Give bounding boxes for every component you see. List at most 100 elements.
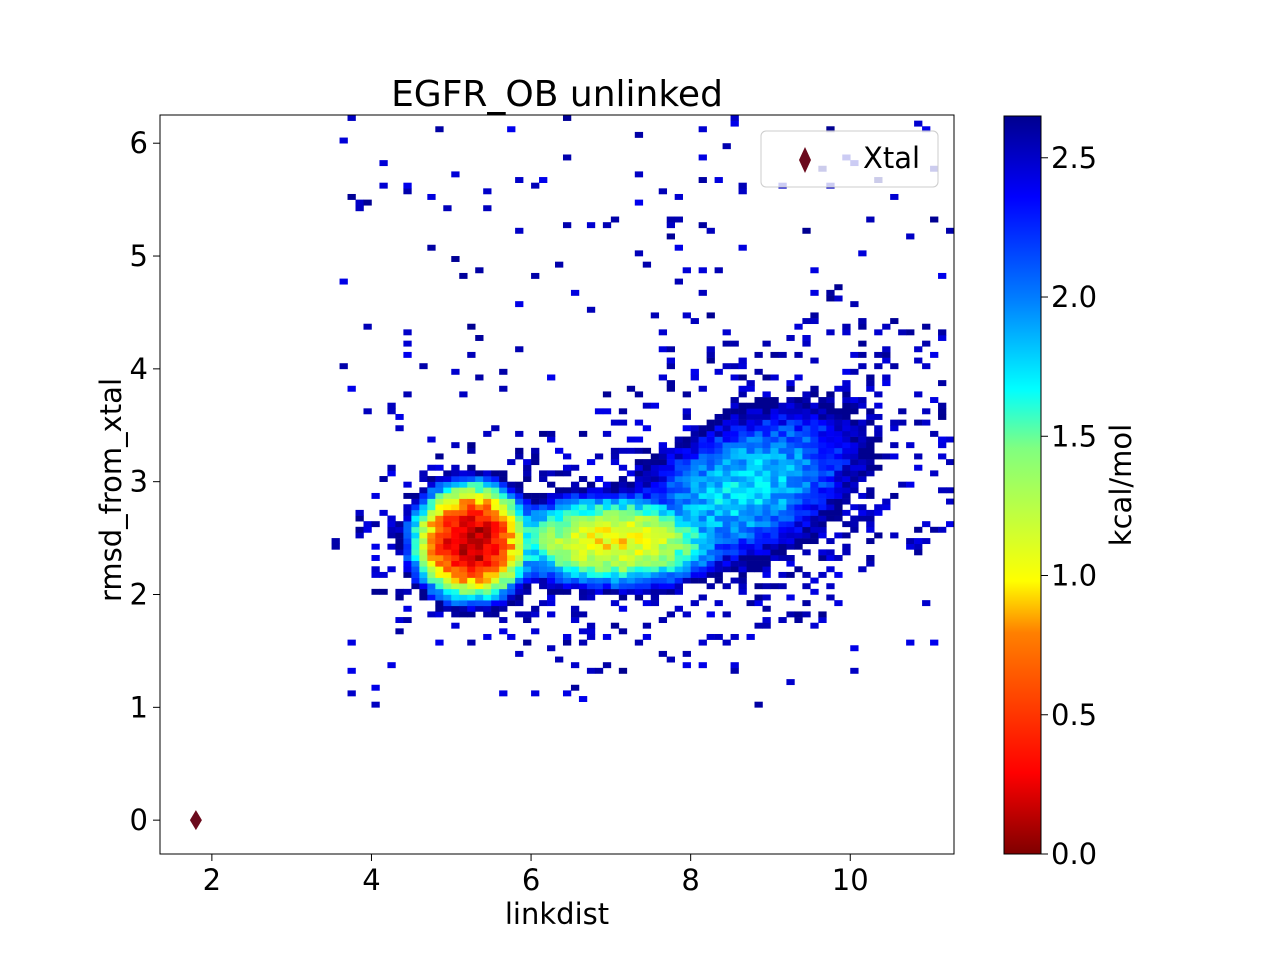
- heatmap-cell: [722, 453, 731, 460]
- heatmap-cell: [698, 549, 707, 556]
- heatmap-cell: [882, 323, 891, 330]
- heatmap-cell: [483, 560, 492, 567]
- heatmap-cell: [858, 323, 867, 330]
- heatmap-cell: [690, 459, 699, 466]
- heatmap-cell: [794, 492, 803, 499]
- heatmap-cell: [483, 470, 492, 477]
- heatmap-cell: [626, 436, 636, 443]
- heatmap-cell: [810, 476, 819, 482]
- heatmap-cell: [570, 560, 580, 567]
- heatmap-cell: [714, 470, 723, 477]
- heatmap-cell: [515, 555, 524, 561]
- heatmap-cell: [866, 385, 875, 392]
- heatmap-cell: [467, 498, 476, 505]
- heatmap-cell: [786, 515, 795, 522]
- heatmap-cell: [778, 571, 787, 578]
- heatmap-cell: [786, 425, 795, 432]
- heatmap-cell: [443, 594, 452, 601]
- heatmap-cell: [698, 177, 707, 183]
- heatmap-cell: [722, 515, 731, 522]
- heatmap-cell: [954, 380, 962, 386]
- heatmap-cell: [475, 509, 484, 516]
- heatmap-cell: [459, 515, 468, 522]
- heatmap-cell: [658, 560, 668, 567]
- heatmap-cell: [483, 555, 492, 561]
- heatmap-cell: [515, 532, 524, 539]
- heatmap-cell: [802, 402, 811, 409]
- heatmap-cell: [658, 447, 668, 454]
- heatmap-cell: [523, 555, 532, 561]
- heatmap-cell: [650, 487, 660, 494]
- heatmap-cell: [746, 442, 755, 449]
- heatmap-cell: [818, 492, 827, 499]
- heatmap-cell: [555, 515, 564, 522]
- heatmap-cell: [730, 543, 739, 550]
- heatmap-cell: [738, 188, 747, 195]
- heatmap-cell: [722, 436, 731, 443]
- heatmap-cell: [419, 532, 428, 539]
- heatmap-cell: [531, 577, 540, 584]
- heatmap-cell: [730, 481, 739, 488]
- x-tick-label: 8: [681, 863, 699, 897]
- heatmap-cell: [738, 566, 747, 573]
- heatmap-cell: [658, 453, 668, 460]
- heatmap-cell: [866, 419, 875, 426]
- heatmap-cell: [443, 509, 452, 516]
- heatmap-cell: [419, 487, 428, 494]
- heatmap-cell: [714, 577, 723, 584]
- heatmap-cell: [602, 588, 612, 595]
- heatmap-cell: [491, 481, 500, 488]
- heatmap-cell: [586, 543, 596, 550]
- heatmap-cell: [738, 464, 747, 471]
- heatmap-cell: [706, 419, 715, 426]
- heatmap-cell: [419, 560, 428, 567]
- heatmap-cell: [754, 351, 763, 358]
- heatmap-cell: [658, 487, 668, 494]
- heatmap-cell: [882, 346, 891, 353]
- heatmap-cell: [570, 464, 580, 471]
- heatmap-cell: [930, 526, 939, 533]
- heatmap-cell: [507, 543, 516, 550]
- heatmap-cell: [698, 222, 707, 229]
- heatmap-cell: [754, 538, 763, 545]
- heatmap-cell: [658, 650, 668, 657]
- heatmap-cell: [690, 515, 699, 522]
- heatmap-cell: [754, 509, 763, 516]
- heatmap-cell: [666, 549, 675, 556]
- heatmap-cell: [770, 583, 779, 590]
- heatmap-cell: [610, 216, 620, 223]
- heatmap-cell: [922, 419, 931, 426]
- heatmap-cell: [634, 594, 644, 601]
- heatmap-cell: [626, 521, 636, 528]
- heatmap-cell: [570, 577, 580, 584]
- heatmap-cell: [674, 509, 683, 516]
- heatmap-cell: [690, 430, 699, 437]
- heatmap-cell: [778, 453, 787, 460]
- heatmap-cell: [618, 504, 628, 511]
- heatmap-cell: [403, 188, 412, 195]
- heatmap-cell: [539, 532, 548, 539]
- heatmap-cell: [666, 487, 675, 494]
- heatmap-cell: [810, 453, 819, 460]
- heatmap-cell: [467, 323, 476, 330]
- heatmap-cell: [858, 453, 867, 460]
- heatmap-cell: [698, 521, 707, 528]
- heatmap-cell: [507, 492, 516, 499]
- heatmap-cell: [642, 509, 652, 516]
- heatmap-cell: [690, 571, 699, 578]
- heatmap-cell: [594, 509, 604, 516]
- heatmap-cell: [586, 306, 596, 313]
- heatmap-cell: [834, 600, 843, 607]
- heatmap-cell: [610, 566, 620, 573]
- heatmap-cell: [826, 413, 835, 420]
- heatmap-cell: [658, 555, 668, 561]
- heatmap-cell: [634, 464, 644, 471]
- heatmap-cell: [842, 492, 851, 499]
- heatmap-cell: [634, 566, 644, 573]
- heatmap-cell: [427, 492, 436, 499]
- heatmap-cell: [435, 588, 444, 595]
- heatmap-cell: [850, 425, 859, 432]
- heatmap-cell: [403, 549, 412, 556]
- heatmap-cell: [547, 470, 556, 477]
- heatmap-cell: [435, 605, 444, 612]
